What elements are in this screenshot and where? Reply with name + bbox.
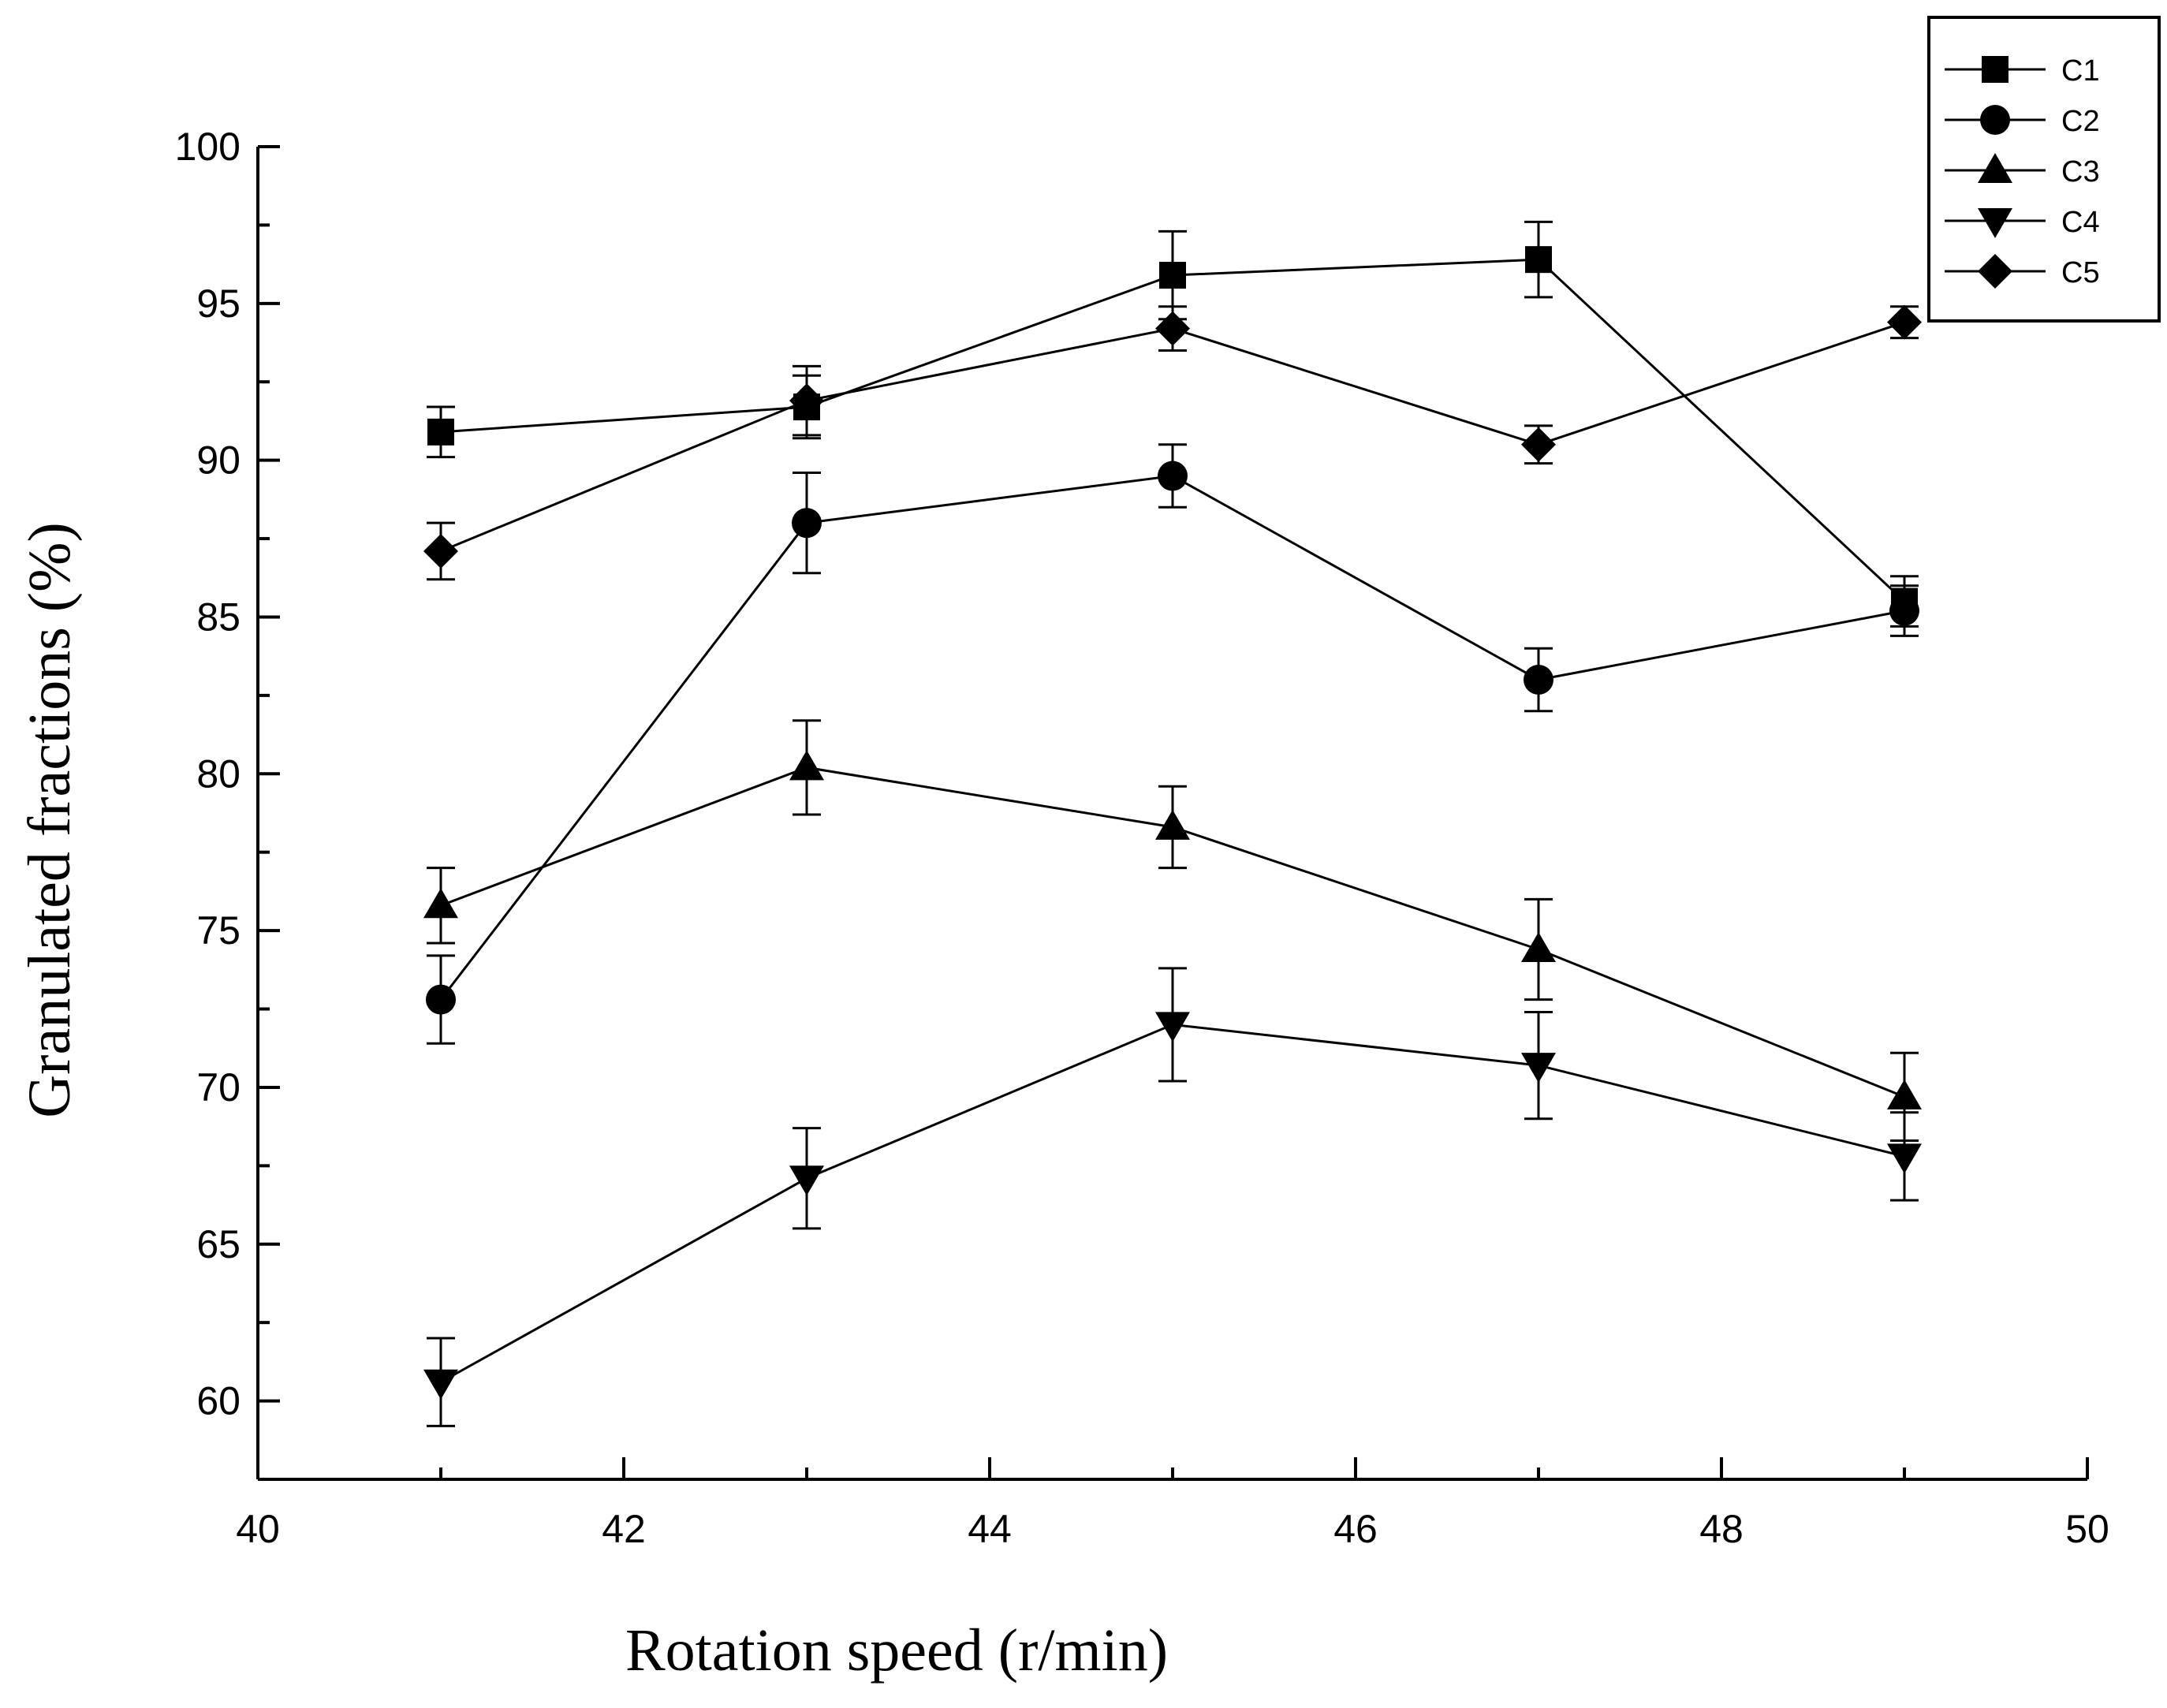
y-tick-label: 80 <box>196 751 241 796</box>
legend-c3-label: C3 <box>2061 155 2100 188</box>
x-tick-label: 40 <box>236 1507 280 1551</box>
series-c2-point <box>1524 665 1553 695</box>
y-tick-label: 75 <box>196 908 241 953</box>
legend-c3-marker <box>1978 153 2012 183</box>
series-c5-point <box>1887 304 1922 340</box>
y-tick-label: 90 <box>196 438 241 483</box>
legend-c5-label: C5 <box>2061 256 2100 289</box>
series-c1-point <box>1525 246 1552 274</box>
series-c4-point <box>423 1369 458 1400</box>
legend-c5-marker <box>1978 254 2012 289</box>
y-tick-label: 100 <box>175 125 241 169</box>
legend-c2-marker <box>1980 105 2010 135</box>
series-c2-point <box>792 508 822 539</box>
y-axis-title: Granulated fractions (%) <box>17 522 83 1117</box>
series-c5-point <box>423 533 458 569</box>
series-c4-point <box>1521 1053 1556 1083</box>
series-c4-point <box>1887 1143 1922 1174</box>
x-tick-label: 48 <box>1699 1507 1744 1551</box>
legend-c4-marker <box>1978 208 2012 238</box>
series-c4-point <box>789 1165 824 1196</box>
series-c5-point <box>1155 311 1190 346</box>
legend-c1-label: C1 <box>2061 54 2100 88</box>
series-c2-point <box>426 984 456 1015</box>
x-tick-label: 42 <box>602 1507 646 1551</box>
y-tick-label: 85 <box>196 595 241 639</box>
plot-area: 40 42 44 46 48 50 60 65 70 75 80 85 90 95 100 <box>175 125 2109 1551</box>
series-c3-point <box>789 750 824 781</box>
series-c1-point <box>1159 262 1186 289</box>
x-tick-label: 44 <box>968 1507 1012 1551</box>
legend-c4-label: C4 <box>2061 206 2100 239</box>
series-c4-point <box>1155 1012 1190 1042</box>
legend-c2-label: C2 <box>2061 105 2100 138</box>
legend-c1-marker <box>1982 56 2008 83</box>
x-tick-label: 50 <box>2065 1507 2109 1551</box>
series-c5-point <box>1521 427 1556 462</box>
y-tick-label: 70 <box>196 1065 241 1109</box>
series-c3-point <box>423 888 458 919</box>
series-c3-point <box>1887 1079 1922 1109</box>
series-c2-point <box>1889 595 1919 626</box>
y-tick-label: 65 <box>196 1222 241 1266</box>
x-axis-title: Rotation speed (r/min) <box>625 1617 1168 1684</box>
y-tick-label: 95 <box>196 282 241 326</box>
series-c2-point <box>1158 461 1188 491</box>
series-c1-point <box>427 418 454 446</box>
x-tick-label: 46 <box>1333 1507 1378 1551</box>
series-c3-point <box>1521 931 1556 962</box>
series-c5-point <box>789 383 824 419</box>
series-c3-point <box>1155 809 1190 840</box>
legend[interactable]: C1 C2 C3 C4 C5 <box>1927 16 2161 323</box>
y-tick-label: 60 <box>196 1379 241 1423</box>
